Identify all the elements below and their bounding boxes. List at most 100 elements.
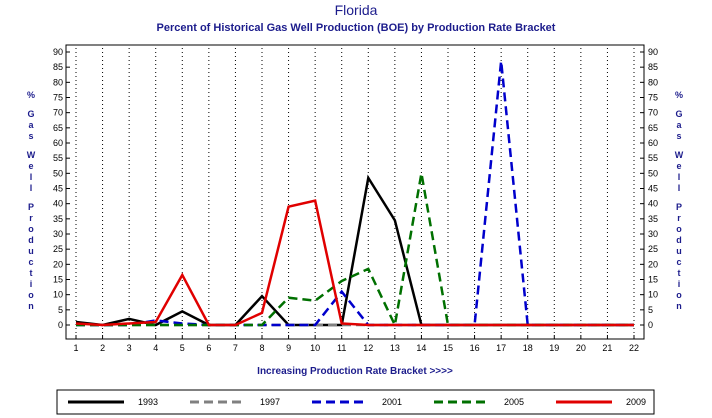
series-line-2001 <box>76 60 634 327</box>
y-tick-label-right-2: 10 <box>648 290 658 300</box>
y-tick-label-right-6: 30 <box>648 229 658 239</box>
y-label-right-char-17: t <box>678 268 681 278</box>
y-axis-left: 0 5 10 15 20 25 30 35 40 45 50 55 60 65 70 75 80 85 90 <box>53 47 70 330</box>
y-tick-label-left-7: 35 <box>53 214 63 224</box>
x-tick-label-14: 15 <box>443 343 453 353</box>
x-axis: 1 2 3 4 5 6 7 8 9 10 11 12 13 14 15 16 17 18 19 20 21 22 <box>73 335 639 353</box>
y-tick-label-right-13: 65 <box>648 123 658 133</box>
y-tick-label-left-9: 45 <box>53 184 63 194</box>
y-label-left-char-2: G <box>27 109 34 119</box>
y-tick-label-left-4: 20 <box>53 259 63 269</box>
y-label-right-char-14: d <box>676 235 682 245</box>
y-tick-label-left-12: 60 <box>53 138 63 148</box>
x-tick-label-2: 3 <box>127 343 132 353</box>
y-label-right-char-11: P <box>676 202 682 212</box>
x-tick-label-6: 7 <box>233 343 238 353</box>
x-tick-label-16: 17 <box>496 343 506 353</box>
grid <box>75 48 635 333</box>
y-tick-label-right-17: 85 <box>648 62 658 72</box>
y-label-left-char-15: u <box>28 246 34 256</box>
y-tick-label-right-1: 5 <box>648 305 653 315</box>
y-label-left-char-6: W <box>27 150 36 160</box>
y-tick-label-right-5: 25 <box>648 244 658 254</box>
y-label-right-char-3: a <box>676 120 682 130</box>
legend-frame <box>56 389 655 415</box>
y-label-right-char-8: l <box>678 172 681 182</box>
x-axis-label: Increasing Production Rate Bracket >>>> <box>257 366 453 377</box>
y-label-left-char-7: e <box>28 161 33 171</box>
y-tick-label-right-10: 50 <box>648 168 658 178</box>
y-label-left-char-9: l <box>30 183 33 193</box>
x-tick-label-13: 14 <box>416 343 426 353</box>
y-tick-label-left-15: 75 <box>53 93 63 103</box>
y-label-right-char-15: u <box>676 246 682 256</box>
y-label-right-char-19: o <box>676 290 682 300</box>
y-label-left-char-17: t <box>30 268 33 278</box>
y-label-left-char-20: n <box>28 301 34 311</box>
x-tick-label-1: 2 <box>100 343 105 353</box>
x-tick-label-17: 18 <box>523 343 533 353</box>
y-label-right-char-4: s <box>676 131 681 141</box>
y-label-left-char-8: l <box>30 172 33 182</box>
y-axis-right: 0 5 10 15 20 25 30 35 40 45 50 55 60 65 70 75 80 85 90 <box>640 47 658 330</box>
y-tick-label-right-16: 80 <box>648 77 658 87</box>
x-tick-label-19: 20 <box>576 343 586 353</box>
y-label-right-char-0: % <box>675 90 683 100</box>
y-label-right-char-2: G <box>675 109 682 119</box>
x-tick-label-18: 19 <box>549 343 559 353</box>
y-label-left-char-0: % <box>27 90 35 100</box>
y-label-left-char-13: o <box>28 224 34 234</box>
plot-frame <box>65 44 645 340</box>
y-label-left-char-18: i <box>30 279 33 289</box>
x-tick-label-4: 5 <box>180 343 185 353</box>
y-tick-label-right-9: 45 <box>648 184 658 194</box>
legend-label-2005: 2005 <box>504 397 524 407</box>
y-tick-label-right-0: 0 <box>648 320 653 330</box>
x-tick-label-11: 12 <box>363 343 373 353</box>
chart-title: Florida <box>335 2 378 18</box>
y-label-left-char-19: o <box>28 290 34 300</box>
y-label-left-char-4: s <box>28 131 33 141</box>
y-tick-label-left-0: 0 <box>58 320 63 330</box>
y-tick-label-right-18: 90 <box>648 47 658 57</box>
y-tick-label-right-4: 20 <box>648 259 658 269</box>
x-tick-label-9: 10 <box>310 343 320 353</box>
legend-label-2001: 2001 <box>382 397 402 407</box>
series-lines <box>75 60 634 330</box>
y-label-right-char-6: W <box>675 150 684 160</box>
legend-label-1997: 1997 <box>260 397 280 407</box>
legend: 1993 1997 2001 2005 2009 <box>68 397 646 407</box>
x-tick-label-12: 13 <box>390 343 400 353</box>
y-tick-label-left-2: 10 <box>53 290 63 300</box>
y-tick-label-left-13: 65 <box>53 123 63 133</box>
y-label-right-char-12: r <box>677 213 681 223</box>
y-tick-label-right-12: 60 <box>648 138 658 148</box>
x-tick-label-7: 8 <box>259 343 264 353</box>
legend-label-2009: 2009 <box>626 397 646 407</box>
y-label-right-char-9: l <box>678 183 681 193</box>
y-label-right-char-16: c <box>676 257 681 267</box>
y-tick-label-left-17: 85 <box>53 62 63 72</box>
y-tick-label-left-14: 70 <box>53 108 63 118</box>
y-tick-label-right-8: 40 <box>648 199 658 209</box>
y-tick-label-left-8: 40 <box>53 199 63 209</box>
x-tick-label-3: 4 <box>153 343 158 353</box>
x-tick-label-10: 11 <box>337 343 346 353</box>
y-tick-label-left-6: 30 <box>53 229 63 239</box>
y-tick-label-right-11: 55 <box>648 153 658 163</box>
y-label-right-char-7: e <box>676 161 681 171</box>
y-label-left-char-11: P <box>28 202 34 212</box>
y-label-left-char-14: d <box>28 235 34 245</box>
x-tick-label-21: 22 <box>629 343 639 353</box>
y-tick-label-left-5: 25 <box>53 244 63 254</box>
y-tick-label-left-3: 15 <box>53 275 63 285</box>
y-label-left-char-3: a <box>28 120 34 130</box>
y-label-right-char-13: o <box>676 224 682 234</box>
x-tick-label-20: 21 <box>602 343 612 353</box>
y-tick-label-right-3: 15 <box>648 275 658 285</box>
chart-subtitle: Percent of Historical Gas Well Productio… <box>157 22 556 34</box>
series-line-2009 <box>75 199 634 327</box>
